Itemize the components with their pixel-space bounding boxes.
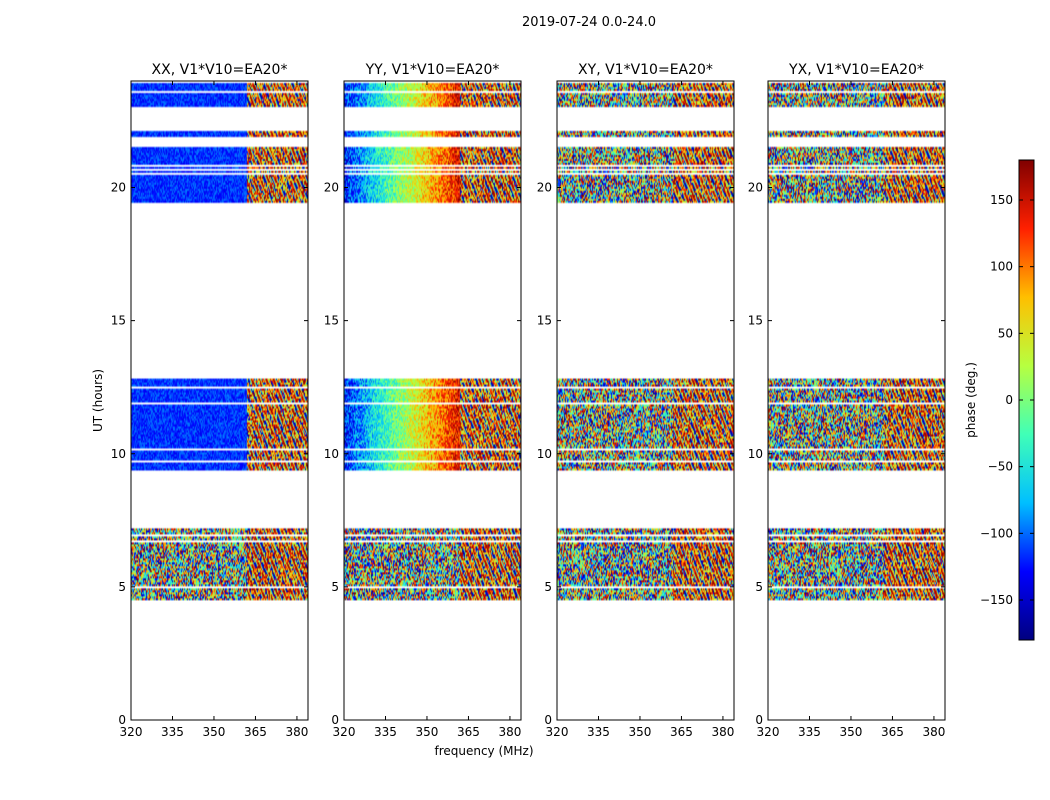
- x-tick-label: 350: [203, 725, 226, 739]
- colorbar-tick-label: 150: [990, 193, 1013, 207]
- x-tick-label: 365: [670, 725, 693, 739]
- y-tick-label: 20: [748, 181, 763, 195]
- panel-yx: YX, V1*V10=EA20* 320 335 350 365 380 0 5 10 15 20: [748, 62, 946, 739]
- plot-frame: [130, 80, 309, 721]
- y-tick-label: 5: [544, 580, 552, 594]
- y-tick-label: 15: [537, 314, 552, 328]
- y-tick-label: 5: [331, 580, 339, 594]
- panels: XX, V1*V10=EA20* 320 335 350 365 380 0 5 10 15 20 U…: [91, 62, 946, 758]
- x-tick-label: 365: [457, 725, 480, 739]
- y-tick-label: 0: [544, 713, 552, 727]
- x-tick-label: 380: [498, 725, 521, 739]
- x-tick-label: 335: [587, 725, 610, 739]
- colorbar-tick-label: 50: [998, 326, 1013, 340]
- panel-title: YX, V1*V10=EA20*: [788, 62, 924, 78]
- phase-heatmap-image: [557, 81, 734, 720]
- y-tick-label: 0: [331, 713, 339, 727]
- y-tick-label: 10: [748, 447, 763, 461]
- x-tick-label: 320: [120, 725, 143, 739]
- x-tick-label: 350: [840, 725, 863, 739]
- x-tick-label: 320: [757, 725, 780, 739]
- panel-yy: YY, V1*V10=EA20* 320 335 350 365 380 0 5 10 15 20 f…: [324, 62, 534, 758]
- y-tick-label: 10: [324, 447, 339, 461]
- x-tick-label: 335: [161, 725, 184, 739]
- colorbar-tick-label: −50: [988, 460, 1013, 474]
- x-tick-label: 335: [374, 725, 397, 739]
- phase-heatmap-image: [344, 81, 521, 720]
- x-tick-label: 380: [285, 725, 308, 739]
- colorbar-tick-label: −150: [980, 593, 1013, 607]
- colorbar-tick-label: 100: [990, 260, 1013, 274]
- y-tick-label: 15: [324, 314, 339, 328]
- panel-title: XY, V1*V10=EA20*: [578, 62, 713, 78]
- plot-frame: [343, 80, 522, 721]
- phase-heatmap-image: [768, 81, 945, 720]
- colorbar-label: phase (deg.): [964, 362, 978, 438]
- colorbar-tick-label: −100: [980, 526, 1013, 540]
- x-tick-label: 320: [546, 725, 569, 739]
- x-tick-label: 365: [881, 725, 904, 739]
- panel-title: YY, V1*V10=EA20*: [365, 62, 500, 78]
- x-tick-label: 380: [922, 725, 945, 739]
- y-tick-label: 15: [111, 314, 126, 328]
- y-tick-label: 15: [748, 314, 763, 328]
- plot-frame: [767, 80, 946, 721]
- x-axis-label: frequency (MHz): [434, 744, 533, 758]
- y-tick-label: 10: [111, 447, 126, 461]
- figure-title: 2019-07-24 0.0-24.0: [522, 15, 656, 30]
- y-tick-label: 20: [111, 181, 126, 195]
- plot-frame: [556, 80, 735, 721]
- y-axis-label: UT (hours): [91, 369, 105, 432]
- y-tick-label: 5: [118, 580, 126, 594]
- panel-xy: XY, V1*V10=EA20* 320 335 350 365 380 0 5 10 15 20: [537, 62, 735, 739]
- phase-heatmap-image: [131, 81, 308, 720]
- x-tick-label: 320: [333, 725, 356, 739]
- x-tick-label: 350: [416, 725, 439, 739]
- x-tick-label: 350: [629, 725, 652, 739]
- y-tick-label: 20: [324, 181, 339, 195]
- y-tick-label: 20: [537, 181, 552, 195]
- colorbar: −150 −100 −50 0 50 100 150 phase (deg.): [964, 159, 1035, 641]
- panel-title: XX, V1*V10=EA20*: [152, 62, 288, 78]
- y-tick-label: 0: [118, 713, 126, 727]
- y-tick-label: 0: [755, 713, 763, 727]
- x-tick-label: 335: [798, 725, 821, 739]
- panel-xx: XX, V1*V10=EA20* 320 335 350 365 380 0 5 10 15 20 U…: [91, 62, 309, 739]
- colorbar-tick-label: 0: [1005, 393, 1013, 407]
- y-tick-label: 10: [537, 447, 552, 461]
- y-tick-label: 5: [755, 580, 763, 594]
- x-tick-label: 380: [711, 725, 734, 739]
- x-tick-label: 365: [244, 725, 267, 739]
